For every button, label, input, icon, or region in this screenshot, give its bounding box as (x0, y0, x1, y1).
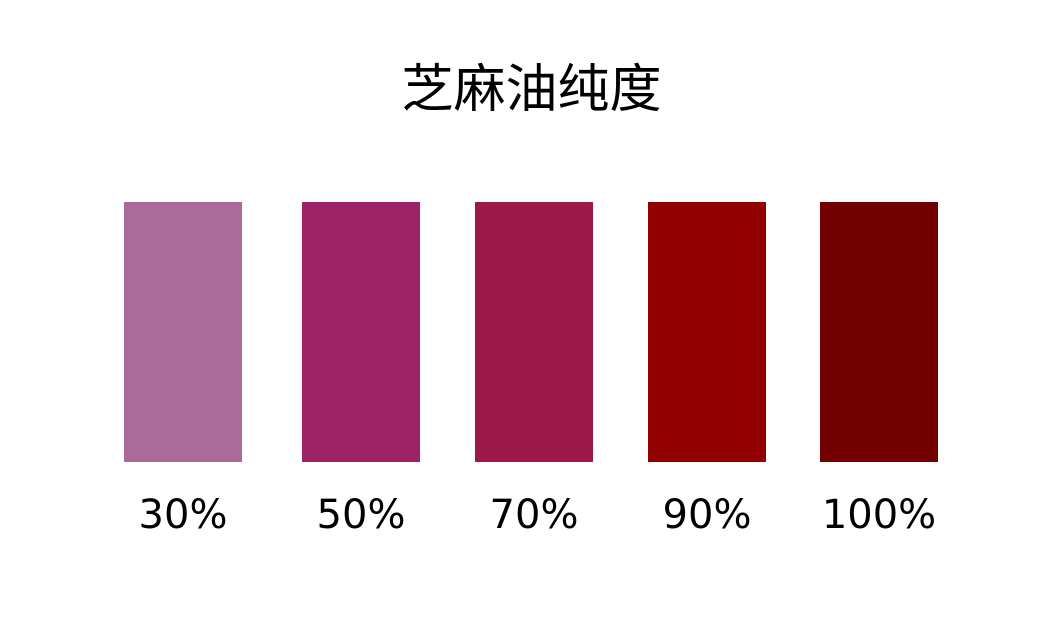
color-swatch-50 (302, 202, 420, 462)
swatch-label: 30% (138, 492, 228, 538)
color-swatch-90 (648, 202, 766, 462)
color-swatch-70 (475, 202, 593, 462)
page-title: 芝麻油纯度 (401, 60, 662, 120)
color-swatch-100 (820, 202, 938, 462)
swatch-label: 90% (662, 492, 752, 538)
swatch-label: 70% (489, 492, 579, 538)
swatch-label: 50% (316, 492, 406, 538)
color-swatch-30 (124, 202, 242, 462)
swatch-label: 100% (821, 492, 937, 538)
